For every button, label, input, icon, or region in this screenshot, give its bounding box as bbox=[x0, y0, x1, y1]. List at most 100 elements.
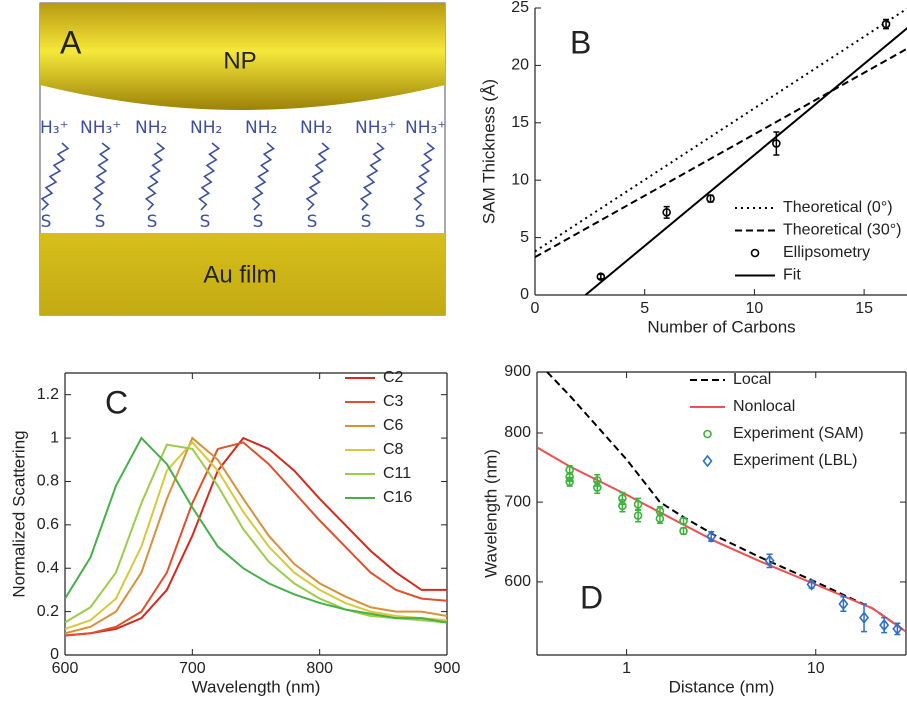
x-tick-label: 700 bbox=[179, 660, 206, 677]
x-tick-label: 0 bbox=[531, 300, 540, 317]
legend-label: Local bbox=[733, 371, 771, 388]
alkyl-chain bbox=[251, 142, 275, 211]
legend-label: Theoretical (30°) bbox=[783, 222, 901, 239]
legend-swatch bbox=[703, 429, 712, 439]
y-tick-label: 700 bbox=[504, 493, 531, 510]
data-point bbox=[706, 530, 717, 543]
legend-swatch bbox=[702, 454, 713, 468]
head-group: NH₃⁺ bbox=[80, 118, 121, 138]
head-group: NH₃⁺ bbox=[405, 118, 446, 138]
data-point bbox=[764, 554, 775, 568]
alkyl-chain bbox=[144, 142, 166, 211]
anchor-atom: S bbox=[253, 212, 264, 232]
data-point bbox=[859, 611, 870, 624]
alkyl-chain bbox=[359, 142, 385, 211]
data-point bbox=[596, 272, 606, 281]
y-tick-label: 0.8 bbox=[37, 473, 59, 490]
series-line bbox=[537, 446, 906, 633]
data-point bbox=[806, 578, 817, 591]
data-point bbox=[662, 208, 671, 217]
data-point bbox=[838, 597, 849, 611]
data-point bbox=[879, 618, 890, 632]
x-tick-label: 800 bbox=[306, 660, 333, 677]
y-tick-label: 0 bbox=[50, 646, 59, 663]
data-point bbox=[565, 477, 574, 487]
anchor-atom: S bbox=[307, 212, 318, 232]
data-point bbox=[633, 500, 643, 509]
y-tick-label: 900 bbox=[504, 363, 531, 380]
film-label: Au film bbox=[203, 261, 276, 288]
x-tick-label: 1 bbox=[622, 660, 631, 677]
error-bar bbox=[861, 603, 868, 633]
y-axis-label: SAM Thickness (Å) bbox=[479, 79, 498, 224]
x-tick-label: 10 bbox=[746, 300, 764, 317]
legend-label: C2 bbox=[383, 369, 404, 386]
legend-label: C6 bbox=[383, 417, 404, 434]
nanoparticle bbox=[40, 3, 445, 110]
y-tick-label: 15 bbox=[511, 114, 529, 131]
alkyl-chain bbox=[198, 142, 221, 211]
series-line bbox=[65, 436, 447, 624]
data-point bbox=[706, 194, 715, 203]
data-point bbox=[618, 501, 627, 511]
alkyl-chain bbox=[413, 142, 436, 211]
series-line bbox=[535, 47, 907, 258]
legend-label: Fit bbox=[783, 267, 801, 284]
y-tick-label: 600 bbox=[504, 573, 531, 590]
anchor-atom: S bbox=[200, 212, 211, 232]
legend-label: C16 bbox=[383, 489, 412, 506]
alkyl-chain bbox=[305, 142, 330, 211]
x-tick-label: 10 bbox=[807, 660, 825, 677]
y-tick-label: 0.2 bbox=[37, 603, 59, 620]
head-group: NH₂ bbox=[135, 118, 167, 138]
y-tick-label: 10 bbox=[511, 171, 529, 188]
legend-label: Experiment (LBL) bbox=[733, 452, 858, 469]
head-group: NH₃⁺ bbox=[355, 118, 396, 138]
alkyl-chain bbox=[92, 142, 111, 211]
anchor-atom: S bbox=[415, 212, 426, 232]
x-tick-label: 5 bbox=[640, 300, 649, 317]
legend-label: Theoretical (0°) bbox=[783, 199, 893, 216]
y-tick-label: 0.4 bbox=[37, 559, 59, 576]
panel-label: B bbox=[570, 24, 591, 60]
y-tick-label: 25 bbox=[511, 0, 529, 16]
legend-label: C8 bbox=[383, 441, 404, 458]
data-point bbox=[592, 483, 602, 492]
data-point bbox=[881, 19, 891, 29]
alkyl-chain bbox=[40, 142, 70, 211]
series-line bbox=[65, 441, 447, 637]
y-tick-label: 800 bbox=[504, 424, 531, 441]
legend-label: Ellipsometry bbox=[783, 244, 870, 261]
series-line bbox=[65, 443, 447, 624]
y-axis-label: Wavelength (nm) bbox=[481, 449, 500, 578]
series-line bbox=[584, 27, 907, 295]
data-point bbox=[679, 516, 688, 526]
panel-label: C bbox=[105, 384, 128, 420]
head-group: NH₂ bbox=[300, 118, 332, 138]
y-tick-label: 20 bbox=[511, 57, 529, 74]
y-tick-label: 0.6 bbox=[37, 516, 59, 533]
legend-label: Experiment (SAM) bbox=[733, 425, 864, 442]
data-point bbox=[679, 526, 688, 536]
anchor-atom: S bbox=[41, 212, 52, 232]
series-line bbox=[65, 440, 447, 630]
legend-label: Nonlocal bbox=[733, 398, 795, 415]
data-point bbox=[633, 511, 643, 520]
legend-label: C11 bbox=[383, 465, 411, 482]
y-axis-label: Normalized Scattering bbox=[9, 430, 28, 597]
np-label: NP bbox=[223, 47, 256, 74]
y-tick-label: 5 bbox=[520, 229, 529, 246]
series-line bbox=[65, 436, 447, 637]
x-tick-label: 600 bbox=[52, 660, 79, 677]
y-tick-label: 1 bbox=[50, 429, 59, 446]
panel-label: A bbox=[60, 24, 82, 60]
error-bar bbox=[597, 273, 604, 280]
data-point bbox=[655, 514, 665, 523]
x-axis-label: Wavelength (nm) bbox=[192, 677, 321, 696]
legend-swatch bbox=[750, 248, 760, 258]
head-group: NH₂ bbox=[190, 118, 222, 138]
anchor-atom: S bbox=[147, 212, 158, 232]
data-point bbox=[772, 139, 781, 148]
